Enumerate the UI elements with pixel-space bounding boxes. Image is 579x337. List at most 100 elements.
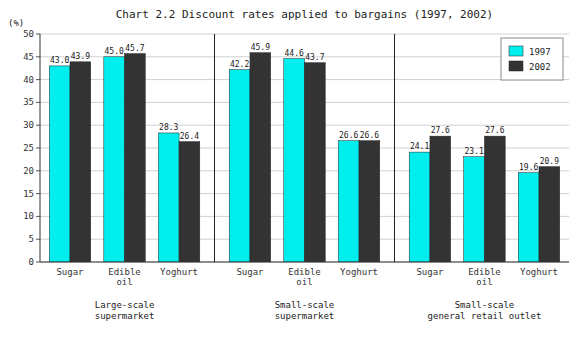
text-line: Yoghurt (340, 267, 378, 277)
bar (104, 57, 125, 262)
bar (484, 136, 505, 262)
bar (229, 70, 250, 262)
bar (359, 141, 380, 262)
data-label: 43.7 (305, 53, 324, 62)
text-line: Edible (108, 267, 141, 277)
group-separator (214, 34, 215, 262)
x-tick-label: Edibleoil (288, 267, 321, 287)
x-tick-label: Yoghurt (520, 267, 558, 277)
grid-line (40, 34, 569, 35)
data-label: 27.6 (485, 126, 504, 135)
data-label: 26.6 (360, 131, 379, 140)
text-line: Sugar (416, 267, 444, 277)
y-tick (36, 216, 40, 217)
text-line: Small-scale (455, 300, 515, 310)
text-line: Small-scale (275, 300, 335, 310)
y-tick (36, 102, 40, 103)
legend-entry: 2002 (529, 62, 551, 72)
bars (49, 53, 559, 262)
y-tick (36, 262, 40, 263)
text-line: Sugar (56, 267, 84, 277)
y-axis-label: (%) (8, 18, 24, 28)
text-line: oil (476, 277, 492, 287)
data-label: 26.4 (180, 132, 199, 141)
x-tick-label: Sugar (56, 267, 84, 277)
y-tick-label: 5 (29, 234, 34, 244)
y-tick-label: 20 (23, 166, 34, 176)
x-tick-label: Yoghurt (340, 267, 378, 277)
y-tick-label: 45 (23, 52, 34, 62)
text-line: Large-scale (95, 300, 155, 310)
y-tick-label: 0 (29, 257, 34, 267)
y-tick (36, 79, 40, 80)
bar (305, 63, 326, 262)
text-line: Yoghurt (520, 267, 558, 277)
y-tick (36, 148, 40, 149)
data-label: 45.9 (251, 43, 270, 52)
text-line: oil (116, 277, 132, 287)
bar (338, 141, 359, 262)
chart: Chart 2.2 Discount rates applied to barg… (0, 0, 579, 337)
x-tick-label: Sugar (416, 267, 444, 277)
text-line: Sugar (236, 267, 264, 277)
bar (125, 54, 146, 262)
y-tick (36, 56, 40, 57)
y-tick-label: 15 (23, 189, 34, 199)
text-line: Yoghurt (160, 267, 198, 277)
text-line: supermarket (95, 311, 155, 321)
y-axis (40, 34, 41, 262)
group-label: Small-scalesupermarket (275, 300, 335, 321)
data-label: 43.0 (50, 56, 69, 65)
text-line: oil (296, 277, 312, 287)
bar (430, 136, 451, 262)
x-tick-label: Edibleoil (108, 267, 141, 287)
bar (409, 152, 430, 262)
data-label: 45.0 (105, 47, 124, 56)
legend: 1997 2002 (501, 38, 563, 80)
legend-swatch (509, 61, 523, 71)
y-tick (36, 193, 40, 194)
y-tick (36, 125, 40, 126)
data-label: 27.6 (431, 126, 450, 135)
group-label: Large-scalesupermarket (95, 300, 155, 321)
data-label: 24.1 (410, 142, 429, 151)
bar (250, 53, 271, 262)
group-separator (394, 34, 395, 262)
data-label: 42.2 (230, 60, 249, 69)
data-label: 45.7 (125, 44, 144, 53)
bar (518, 173, 539, 262)
group-label: Small-scalegeneral retail outlet (428, 300, 542, 321)
data-label: 44.6 (285, 49, 304, 58)
data-label: 28.3 (159, 123, 178, 132)
text-line: general retail outlet (428, 311, 542, 321)
x-tick-label: Yoghurt (160, 267, 198, 277)
legend-swatch (509, 46, 523, 56)
y-tick-label: 50 (23, 29, 34, 39)
text-line: Edible (468, 267, 501, 277)
grid-line (40, 262, 569, 263)
text-line: supermarket (275, 311, 335, 321)
x-tick-label: Sugar (236, 267, 264, 277)
text-line: Edible (288, 267, 321, 277)
y-tick (36, 34, 40, 35)
y-tick (36, 239, 40, 240)
bar (158, 133, 179, 262)
legend-entry: 1997 (529, 47, 551, 57)
y-tick-label: 10 (23, 211, 34, 221)
y-tick-label: 40 (23, 75, 34, 85)
bar (284, 59, 305, 262)
data-label: 43.9 (71, 52, 90, 61)
y-tick (36, 170, 40, 171)
bar (179, 142, 200, 262)
x-tick-label: Edibleoil (468, 267, 501, 287)
bar (539, 167, 560, 262)
data-label: 26.6 (339, 131, 358, 140)
legend-box (501, 38, 563, 80)
y-tick-label: 25 (23, 143, 34, 153)
bar (70, 62, 91, 262)
data-label: 19.6 (519, 163, 538, 172)
data-label: 23.1 (464, 147, 483, 156)
x-axis (40, 262, 569, 263)
bar (464, 157, 485, 262)
y-tick-label: 35 (23, 97, 34, 107)
